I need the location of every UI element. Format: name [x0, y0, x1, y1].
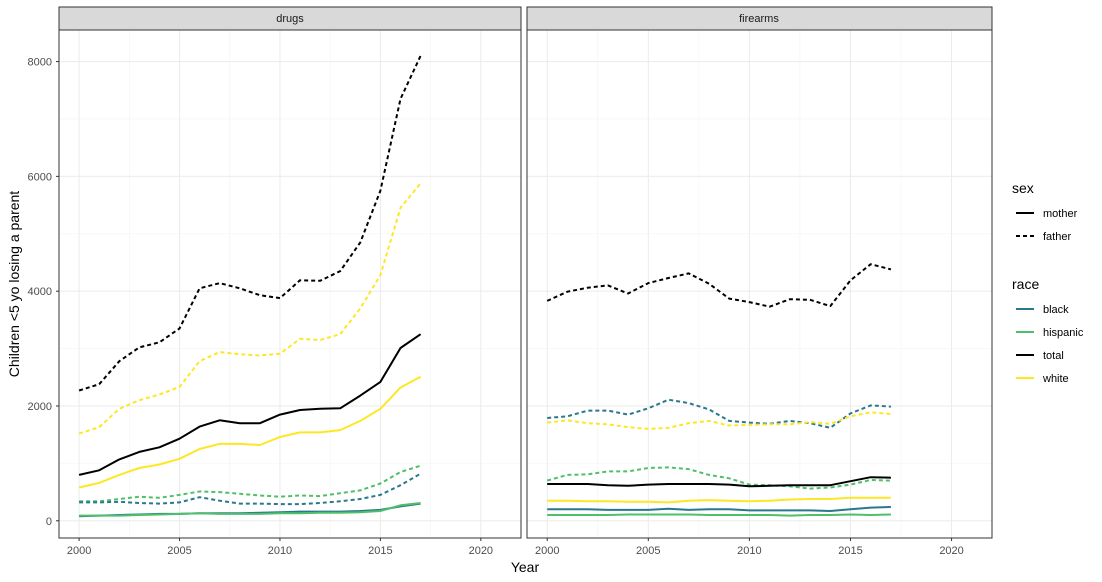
- x-tick-label: 2020: [939, 545, 963, 557]
- series-firearms-white-father: [547, 411, 891, 430]
- x-tick-label: 2000: [67, 545, 91, 557]
- x-axis-title: Year: [511, 559, 540, 575]
- series-firearms-black-father: [547, 398, 891, 429]
- x-tick-label: 2015: [838, 545, 862, 557]
- series-lines-firearms: [546, 263, 892, 517]
- grid-firearms: [527, 30, 992, 538]
- series-drugs-white-father: [78, 182, 422, 435]
- legend-label-hispanic: hispanic: [1043, 327, 1084, 339]
- panel-background-firearms: [527, 30, 992, 538]
- series-drugs-total-father: [78, 55, 422, 392]
- y-axis-ticks: 0 2000 4000 6000 8000: [28, 57, 59, 528]
- grid-drugs: [59, 30, 521, 538]
- series-firearms-hispanic-mother: [547, 513, 891, 517]
- x-tick-label: 2005: [636, 545, 660, 557]
- series-drugs-total-mother: [78, 333, 422, 476]
- panel-drugs: drugs: [58, 6, 522, 539]
- legend-label-father: father: [1043, 231, 1071, 243]
- x-tick-label: 2010: [268, 545, 292, 557]
- legend-sex: sex mother father: [1012, 180, 1078, 243]
- panel-firearms: firearms: [526, 6, 993, 539]
- series-drugs-hispanic-father: [79, 464, 421, 503]
- panel-border-firearms: [526, 29, 993, 539]
- series-firearms-white-mother: [547, 496, 891, 504]
- x-tick-label: 2000: [535, 545, 559, 557]
- series-firearms-total-mother: [547, 476, 891, 488]
- series-firearms-black-mother: [547, 506, 891, 512]
- x-tick-label: 2005: [167, 545, 191, 557]
- series-drugs-hispanic-mother: [79, 502, 421, 517]
- series-lines-drugs: [78, 55, 422, 518]
- panel-background-drugs: [59, 30, 521, 538]
- panel-border-drugs: [58, 29, 522, 539]
- x-tick-label: 2015: [368, 545, 392, 557]
- series-drugs-white-mother: [78, 375, 422, 489]
- legend-label-black: black: [1043, 304, 1069, 316]
- x-tick-label: 2010: [737, 545, 761, 557]
- series-firearms-total-father: [546, 263, 892, 308]
- legend-label-mother: mother: [1043, 208, 1078, 220]
- legend-label-total: total: [1043, 350, 1064, 362]
- series-firearms-hispanic-father: [546, 466, 891, 490]
- y-axis-title: Children <5 yo losing a parent: [6, 191, 22, 378]
- y-tick-label: 6000: [28, 171, 52, 183]
- strip-label-firearms: firearms: [739, 13, 779, 25]
- strip-label-drugs: drugs: [276, 13, 304, 25]
- y-tick-label: 0: [46, 516, 52, 528]
- y-tick-label: 2000: [28, 401, 52, 413]
- series-drugs-black-father: [79, 472, 422, 506]
- y-tick-label: 4000: [28, 286, 52, 298]
- y-tick-label: 8000: [28, 57, 52, 69]
- x-axis-ticks: 2000 2005 2010 2015 2020 2000 2005 2010 2015 2020: [67, 538, 964, 557]
- x-tick-label: 2020: [469, 545, 493, 557]
- legend-race-title: race: [1012, 276, 1039, 292]
- legend-race: race black hispanic total white: [1012, 276, 1084, 385]
- legend-label-white: white: [1042, 373, 1069, 385]
- legend-sex-title: sex: [1012, 180, 1034, 196]
